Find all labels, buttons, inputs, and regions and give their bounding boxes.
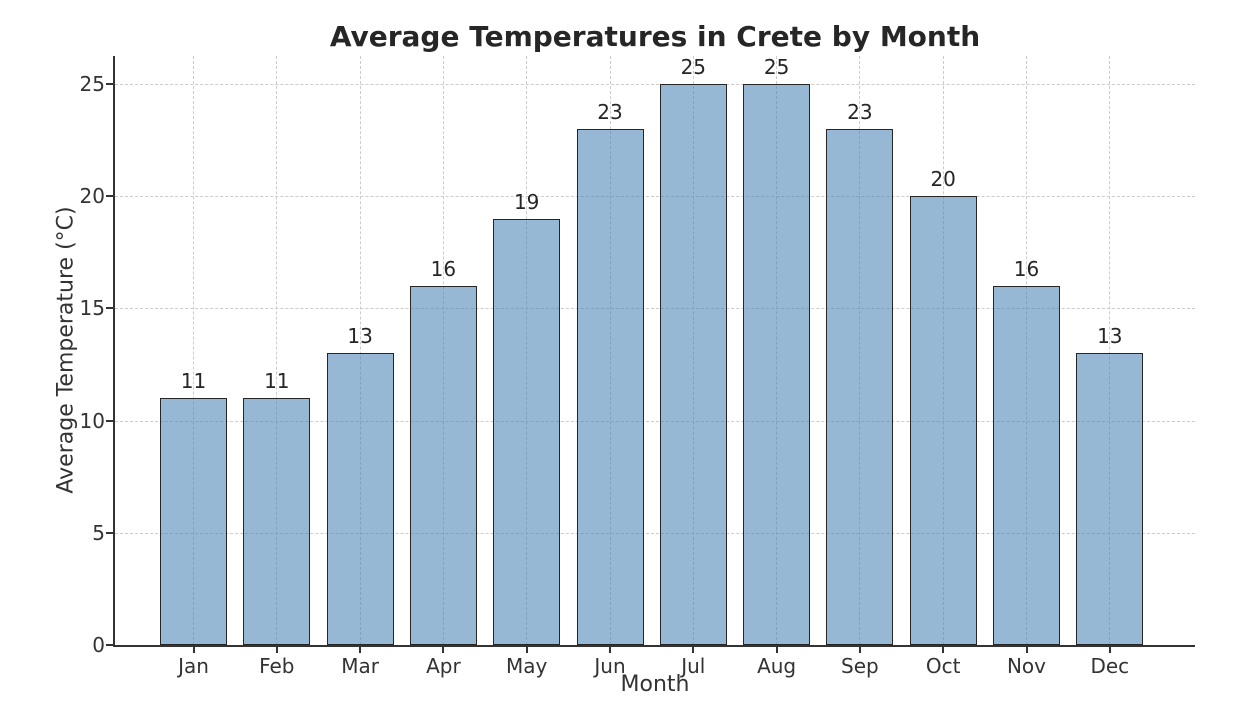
x-tick bbox=[525, 647, 528, 654]
bar-value-label: 13 bbox=[1097, 324, 1123, 349]
gridline-horizontal bbox=[115, 532, 1195, 534]
bar-value-label: 16 bbox=[430, 256, 457, 281]
x-tick-label: Sep bbox=[841, 654, 879, 678]
bar-value-label: 23 bbox=[847, 99, 873, 124]
x-tick-label: Apr bbox=[426, 654, 461, 678]
bar-aug bbox=[743, 84, 811, 645]
bar-value-label: 20 bbox=[930, 167, 956, 192]
gridline-vertical bbox=[193, 56, 194, 645]
y-tick bbox=[106, 83, 113, 86]
bar-may bbox=[493, 218, 561, 645]
x-tick bbox=[275, 647, 278, 654]
x-tick-label: Nov bbox=[1006, 654, 1047, 678]
bar-jun bbox=[576, 128, 644, 645]
x-tick bbox=[858, 647, 861, 654]
bar-apr bbox=[409, 285, 477, 645]
x-tick bbox=[1108, 647, 1111, 654]
x-tick-label: Oct bbox=[925, 654, 961, 678]
gridline-vertical bbox=[1109, 56, 1111, 645]
x-tick bbox=[775, 647, 778, 654]
bar-mar bbox=[326, 353, 394, 645]
bar-oct bbox=[909, 196, 977, 645]
bar-value-label: 19 bbox=[513, 189, 540, 214]
y-tick-label: 15 bbox=[79, 296, 105, 321]
x-tick-label: May bbox=[506, 654, 548, 678]
y-tick-label: 25 bbox=[79, 72, 105, 97]
bar-value-label: 11 bbox=[264, 369, 290, 394]
x-tick-label: Mar bbox=[341, 654, 379, 678]
bar-jul bbox=[659, 84, 727, 645]
x-tick bbox=[359, 647, 362, 654]
y-tick-label: 10 bbox=[79, 408, 105, 433]
bar-value-label: 11 bbox=[180, 369, 207, 394]
x-tick-label: Jan bbox=[178, 654, 209, 678]
gridline-horizontal bbox=[115, 196, 1195, 198]
x-tick-label: Jun bbox=[594, 654, 626, 678]
gridline-horizontal bbox=[115, 420, 1195, 422]
y-axis-spine bbox=[112, 56, 115, 648]
y-tick-label: 5 bbox=[92, 520, 105, 545]
bar-nov bbox=[993, 285, 1060, 645]
chart-title: Average Temperatures in Crete by Month bbox=[329, 20, 981, 53]
plot-area: 0 5 10 15 20 25 11 Jan 11 Feb 13 Mar 16 Apr 19 May 23 Jun… bbox=[80, 55, 1195, 676]
x-axis-spine bbox=[112, 645, 1195, 648]
gridline-horizontal bbox=[115, 84, 1195, 86]
bar-sep bbox=[826, 128, 894, 645]
bar-value-label: 16 bbox=[1013, 256, 1040, 281]
x-tick bbox=[1025, 647, 1028, 654]
y-tick-label: 0 bbox=[92, 633, 105, 657]
x-tick bbox=[442, 647, 445, 654]
y-tick bbox=[106, 307, 113, 310]
x-tick bbox=[942, 647, 945, 654]
bar-value-label: 23 bbox=[597, 99, 623, 124]
bar-value-label: 25 bbox=[680, 55, 707, 80]
y-axis-label: Average Temperature (°C) bbox=[53, 206, 79, 494]
x-tick-label: Jul bbox=[681, 654, 706, 678]
y-tick-label: 20 bbox=[79, 184, 105, 209]
x-tick bbox=[609, 647, 611, 654]
bar-feb bbox=[243, 398, 311, 645]
x-tick bbox=[692, 647, 695, 654]
y-tick bbox=[106, 419, 113, 422]
gridline-vertical bbox=[359, 56, 361, 645]
bar-dec bbox=[1076, 353, 1144, 645]
x-tick bbox=[192, 647, 195, 654]
bar-jan bbox=[160, 398, 227, 645]
bar-value-label: 25 bbox=[763, 55, 790, 80]
gridline-horizontal bbox=[115, 308, 1195, 310]
y-tick bbox=[106, 644, 113, 646]
x-tick-label: Aug bbox=[757, 654, 797, 678]
x-tick-label: Dec bbox=[1090, 654, 1130, 678]
x-axis-label: Month bbox=[620, 672, 690, 697]
y-tick bbox=[106, 531, 113, 534]
gridline-vertical bbox=[276, 56, 278, 645]
bar-value-label: 13 bbox=[347, 324, 373, 349]
y-tick bbox=[106, 195, 113, 198]
x-tick-label: Feb bbox=[259, 654, 295, 678]
